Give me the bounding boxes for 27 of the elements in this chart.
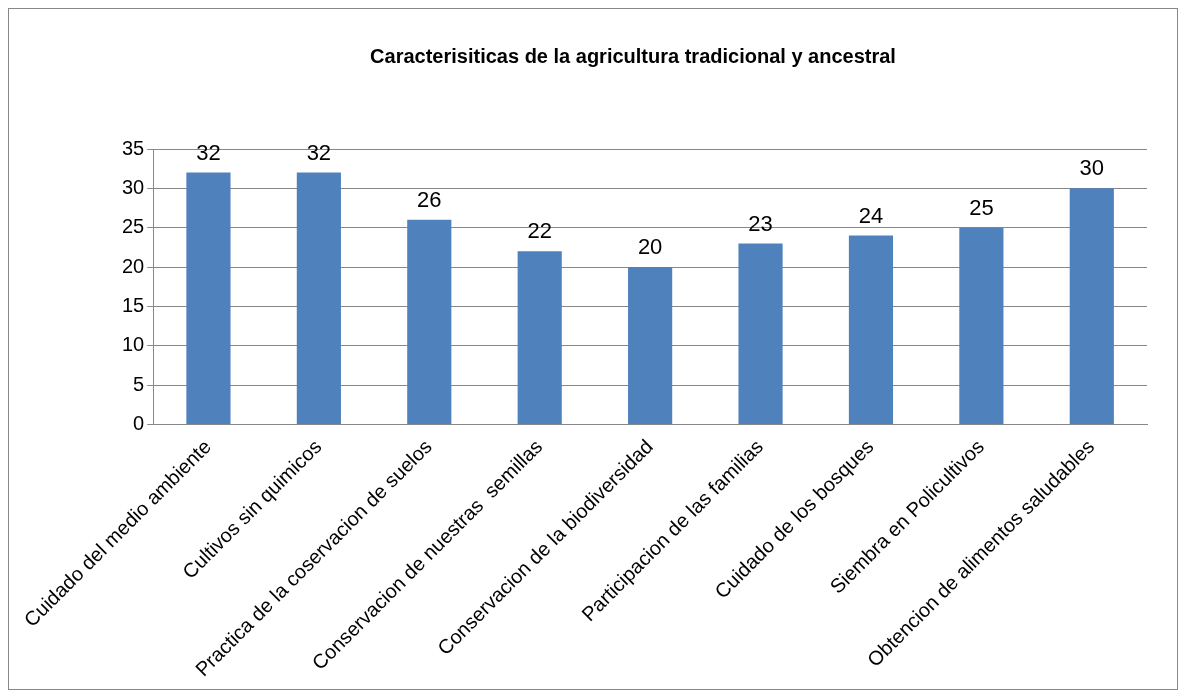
- bar: [959, 227, 1004, 424]
- data-label: 30: [1079, 155, 1105, 181]
- bar: [517, 251, 562, 424]
- bar: [296, 172, 341, 424]
- y-tick-label: 15: [122, 293, 145, 316]
- data-label: 20: [637, 234, 663, 260]
- chart-title: Caracterisiticas de la agricultura tradicional y ancestral: [370, 44, 896, 67]
- y-tick-label: 30: [122, 175, 145, 198]
- bar: [628, 267, 673, 424]
- y-tick-label: 35: [122, 136, 145, 159]
- y-tick-label: 0: [133, 412, 145, 434]
- y-tick-label: 10: [122, 333, 145, 356]
- data-label: 26: [417, 186, 442, 212]
- data-label: 24: [858, 202, 884, 228]
- bar: [186, 172, 231, 424]
- data-label: 23: [748, 210, 773, 236]
- bar: [738, 243, 783, 424]
- bar: [1069, 188, 1114, 424]
- y-tick-label: 20: [122, 254, 145, 277]
- y-tick-label: 5: [133, 372, 145, 395]
- data-label: 25: [969, 194, 994, 220]
- y-tick-label: 25: [122, 215, 145, 238]
- data-label: 22: [527, 218, 552, 244]
- bar: [848, 235, 894, 424]
- bar: [407, 219, 452, 424]
- data-label: 32: [306, 139, 332, 165]
- data-label: 32: [196, 139, 221, 165]
